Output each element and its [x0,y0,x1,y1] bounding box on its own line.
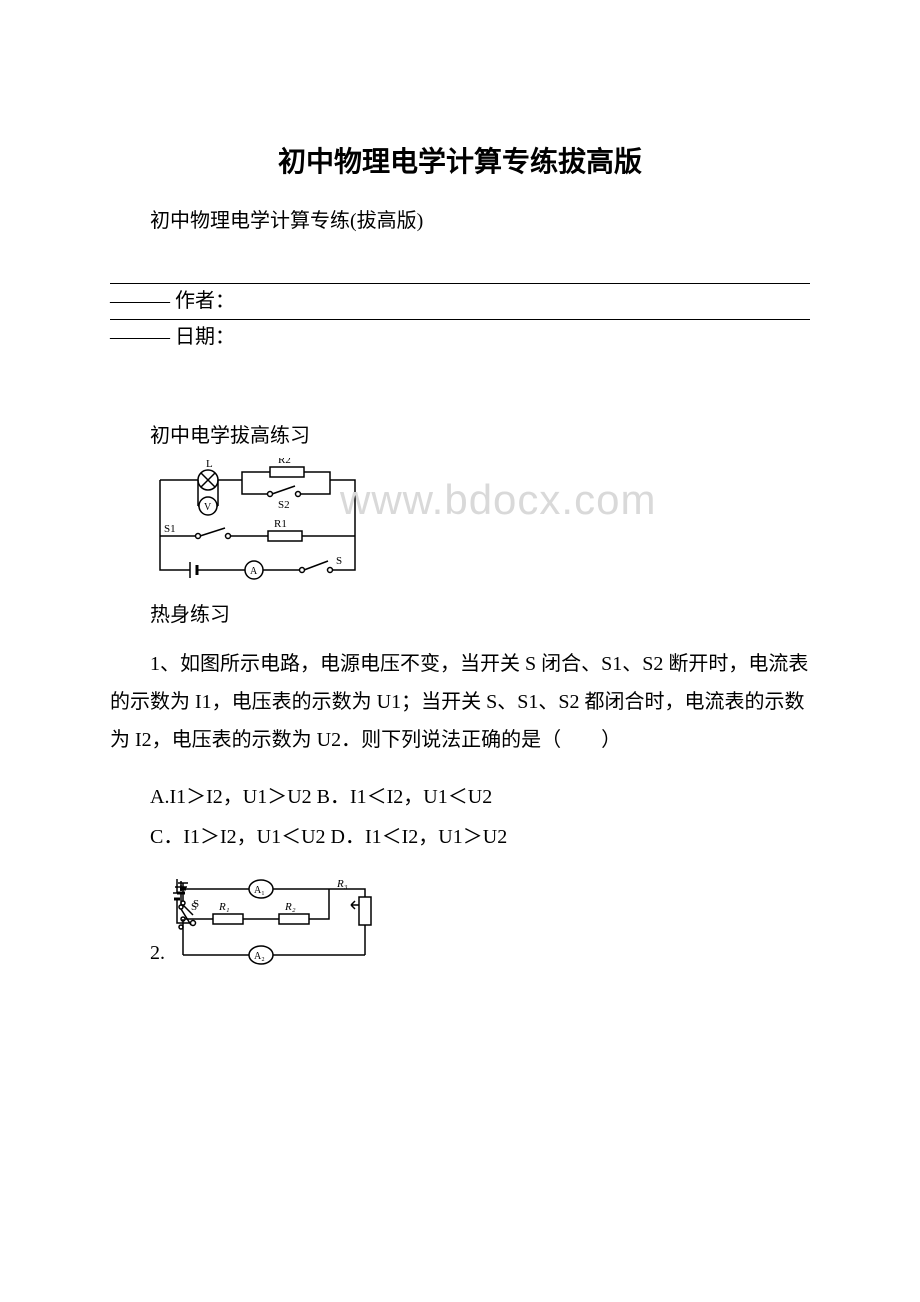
svg-text:A₂: A₂ [254,951,265,962]
svg-text:R₂: R₂ [284,901,296,913]
svg-text:R₁: R₁ [218,901,230,913]
question-1: 1、如图所示电路，电源电压不变，当开关 S 闭合、S1、S2 断开时，电流表的示… [110,645,810,759]
meta-block: ——— 作者： ——— 日期： [110,283,810,349]
svg-text:A₁: A₁ [254,885,265,896]
section-label: 初中电学拔高练习 [110,419,810,448]
label-L: L [206,458,213,470]
watermark-text: www.bdocx.com [340,476,656,524]
label-V: V [204,502,212,513]
page-subtitle: 初中物理电学计算专练(拔高版) [110,204,810,233]
warmup-label: 热身练习 [110,598,810,627]
page-title: 初中物理电学计算专练拔高版 [110,140,810,180]
circuit-diagram-1: www.bdocx.com L R2 S2 [150,458,810,588]
option-line-cd: C．I1＞I2，U1＜U2 D．I1＜I2，U1＞U2 [110,817,810,857]
author-row: ——— 作者： [110,284,810,313]
label-S: S [336,555,342,567]
label-R1: R1 [274,518,287,530]
option-line-ab: A.I1＞I2，U1＞U2 B．I1＜I2，U1＜U2 [110,777,810,817]
label-S1: S1 [164,523,176,535]
svg-text:R₃: R₃ [336,878,348,890]
circuit-svg-2: S A₁ R₃ [169,875,379,967]
circuit-svg-1: L R2 S2 V [150,458,365,588]
question-2-row: 2. S [150,875,810,967]
label-R2: R2 [278,458,291,466]
label-S2: S2 [278,499,290,511]
label-A: A [250,566,258,577]
svg-text:S: S [193,898,199,910]
date-row: ——— 日期： [110,320,810,349]
question-2-number: 2. [150,942,165,967]
